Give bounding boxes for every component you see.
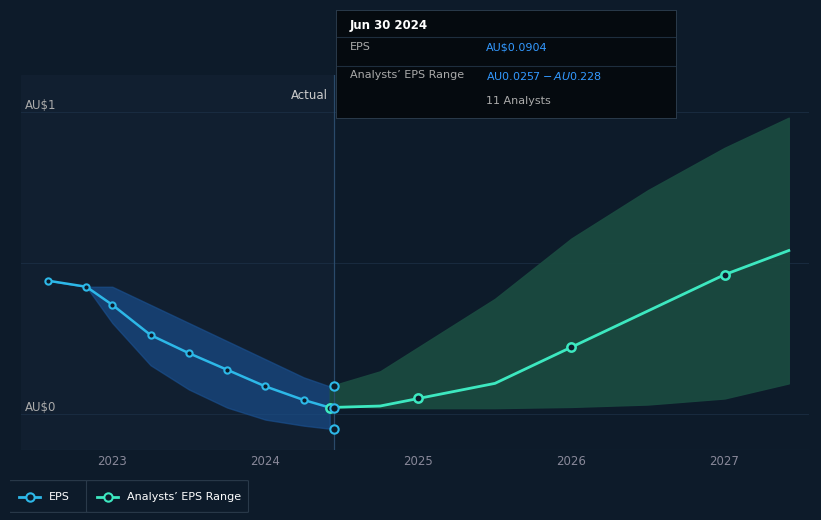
Text: AU$0: AU$0 — [25, 400, 57, 413]
Text: Analysts’ EPS Range: Analysts’ EPS Range — [350, 71, 464, 81]
Text: EPS: EPS — [49, 491, 70, 501]
Text: EPS: EPS — [350, 43, 370, 53]
Text: Analysts Forecasts: Analysts Forecasts — [341, 88, 450, 101]
Text: Analysts’ EPS Range: Analysts’ EPS Range — [127, 491, 241, 501]
Text: Jun 30 2024: Jun 30 2024 — [350, 19, 428, 32]
Bar — [21, 75, 334, 450]
Text: AU$0.0257 - AU$0.228: AU$0.0257 - AU$0.228 — [485, 71, 602, 83]
Text: Actual: Actual — [291, 88, 328, 101]
FancyBboxPatch shape — [86, 480, 249, 512]
Text: AU$0.0904: AU$0.0904 — [485, 43, 548, 53]
Bar — [334, 75, 809, 450]
Text: 11 Analysts: 11 Analysts — [485, 96, 550, 107]
FancyBboxPatch shape — [8, 480, 89, 512]
Text: AU$1: AU$1 — [25, 99, 57, 112]
